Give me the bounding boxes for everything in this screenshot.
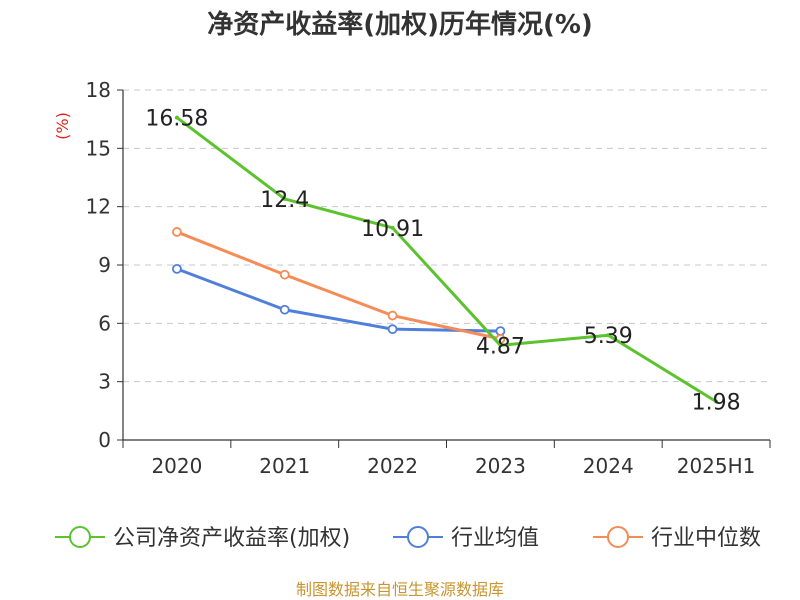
axes: 0 3 6 9 12 15 18 2020 2021 2022 2023 2024 2025H1 bbox=[86, 78, 771, 478]
y-tick-label-9: 9 bbox=[98, 253, 111, 277]
legend-label-1: 行业均值 bbox=[451, 526, 539, 551]
x-tick-label-2025H1: 2025H1 bbox=[677, 454, 756, 478]
x-tick-label-2024: 2024 bbox=[583, 454, 634, 478]
series-line-2 bbox=[176, 230, 501, 341]
data-label-0: 16.58 bbox=[145, 107, 208, 132]
data-label-1: 12.4 bbox=[260, 188, 309, 213]
series-0-point-5 bbox=[714, 399, 719, 404]
data-label-4: 5.39 bbox=[584, 324, 633, 349]
y-tick-label-0: 0 bbox=[98, 428, 111, 452]
series-0-point-3 bbox=[498, 343, 503, 348]
x-tick-label-2021: 2021 bbox=[259, 454, 310, 478]
legend: 公司净资产收益率(加权) 行业均值 行业中位数 bbox=[55, 526, 761, 551]
legend-swatch-marker-2 bbox=[607, 526, 629, 548]
series-1-point-2 bbox=[387, 324, 398, 335]
data-label-2: 10.91 bbox=[361, 217, 424, 242]
series-0-point-1 bbox=[282, 196, 287, 201]
series-layer bbox=[172, 115, 719, 404]
y-tick-label-6: 6 bbox=[98, 311, 111, 335]
y-tick-label-15: 15 bbox=[86, 136, 111, 160]
y-tick-label-12: 12 bbox=[86, 195, 111, 219]
series-1-point-0 bbox=[172, 263, 182, 274]
y-tick-label-18: 18 bbox=[86, 78, 111, 102]
chart-title: 净资产收益率(加权)历年情况(%) bbox=[207, 9, 593, 40]
series-0-point-0 bbox=[174, 115, 179, 120]
series-2-point-1 bbox=[279, 269, 290, 280]
gridlines bbox=[123, 89, 770, 383]
legend-swatch-marker-1 bbox=[407, 526, 429, 548]
data-label-3: 4.87 bbox=[476, 334, 525, 359]
y-tick-label-3: 3 bbox=[98, 370, 111, 394]
series-0-point-4 bbox=[606, 333, 611, 338]
series-0-point-2 bbox=[390, 225, 395, 230]
data-label-5: 1.98 bbox=[692, 391, 741, 416]
x-tick-label-2022: 2022 bbox=[367, 454, 418, 478]
series-2-point-0 bbox=[172, 227, 182, 237]
legend-label-2: 行业中位数 bbox=[651, 526, 761, 551]
x-tick-label-2020: 2020 bbox=[151, 454, 202, 478]
series-line-0 bbox=[176, 116, 717, 403]
legend-item-0: 公司净资产收益率(加权) bbox=[55, 526, 350, 551]
legend-item-2: 行业中位数 bbox=[593, 526, 761, 551]
legend-item-1: 行业均值 bbox=[393, 526, 539, 551]
legend-swatch-marker-0 bbox=[69, 526, 91, 548]
source-note: 制图数据来自恒生聚源数据库 bbox=[296, 580, 504, 599]
data-labels: 16.58 12.4 10.91 4.87 5.39 1.98 bbox=[145, 107, 740, 416]
series-1-point-1 bbox=[279, 304, 290, 315]
y-axis-unit: (%) bbox=[53, 112, 72, 140]
x-tick-label-2023: 2023 bbox=[475, 454, 526, 478]
series-line-1 bbox=[176, 267, 501, 333]
series-2-point-2 bbox=[387, 310, 398, 321]
legend-label-0: 公司净资产收益率(加权) bbox=[113, 526, 350, 551]
